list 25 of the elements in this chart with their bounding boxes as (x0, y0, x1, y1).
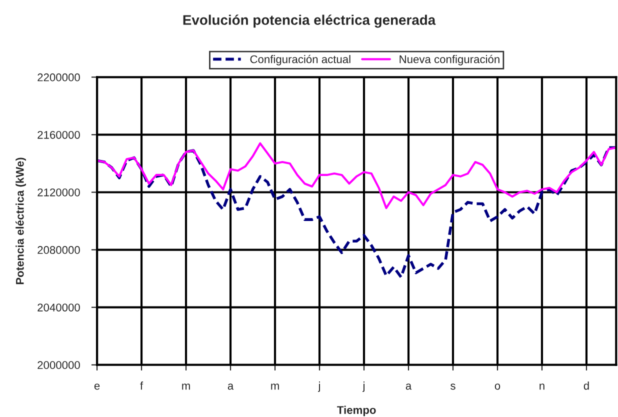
line-series (97, 142, 616, 210)
line-series (97, 146, 616, 279)
x-tick-label: n (540, 384, 544, 390)
y-tick-label: 2160000 (38, 130, 80, 139)
x-tick-label: o (494, 384, 500, 390)
y-tick-label: 2040000 (38, 304, 80, 312)
y-tick-label: 2120000 (38, 188, 80, 196)
y-tick-label: 2080000 (38, 246, 80, 254)
legend-label: Configuración actual (250, 54, 350, 66)
x-tick-label: m (271, 384, 279, 390)
x-tick-label: j (362, 382, 364, 392)
x-tick-label: j (318, 382, 320, 392)
x-tick-label: e (94, 384, 100, 390)
x-tick-label: f (140, 382, 144, 390)
y-axis-title: Potencia eléctrica (kWe) (16, 158, 26, 284)
x-tick-label: a (406, 384, 412, 390)
y-tick-label: 2000000 (38, 361, 80, 370)
x-tick-label: s (450, 384, 456, 390)
x-tick-label: d (584, 382, 589, 390)
x-axis-title: Tiempo (337, 406, 376, 416)
legend-label: Nueva configuración (400, 54, 500, 66)
x-tick-label: a (228, 384, 234, 390)
x-tick-label: m (182, 384, 190, 390)
y-tick-label: 2200000 (38, 73, 80, 82)
chart-title: Evolución potencia eléctrica generada (183, 14, 436, 28)
